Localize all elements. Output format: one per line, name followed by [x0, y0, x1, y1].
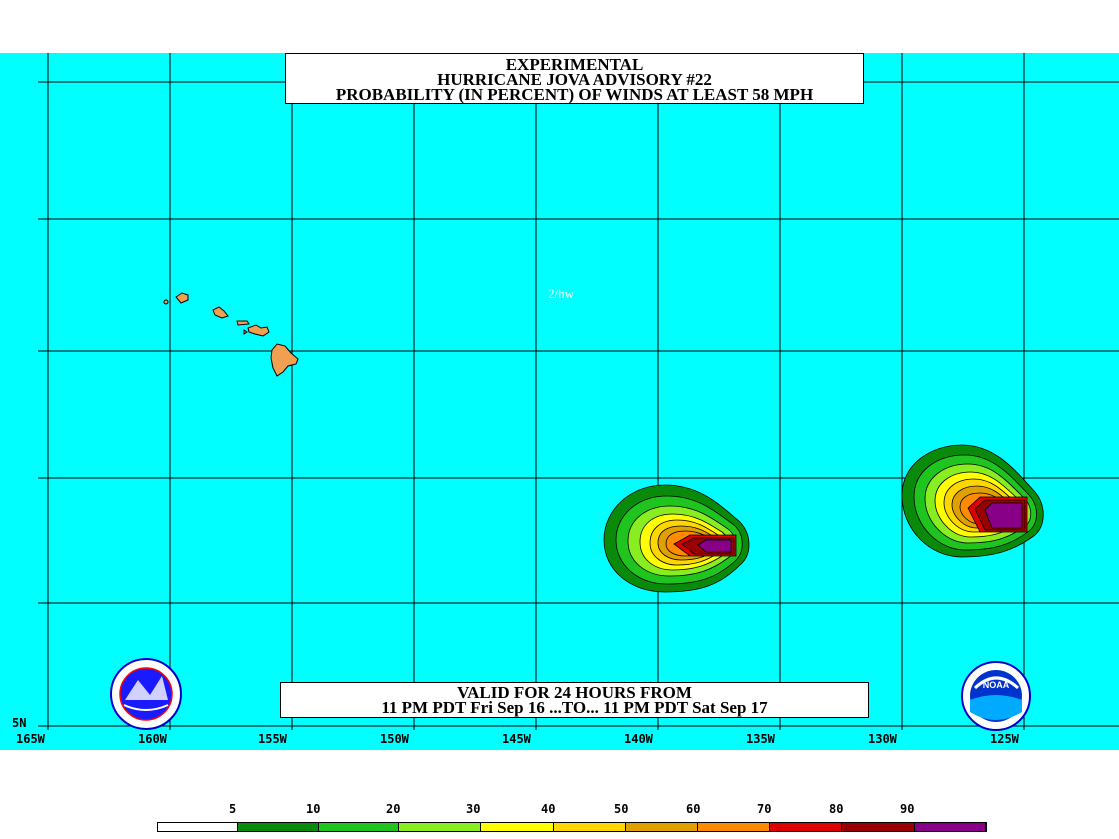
lon-label: 125W: [990, 732, 1019, 746]
lon-label: 140W: [624, 732, 653, 746]
legend-color-bar: [157, 822, 987, 832]
hawaiian-islands: [163, 292, 299, 377]
island-lanai: [243, 329, 248, 335]
lat-label-5n: 5N: [12, 716, 27, 730]
nws-logo: [110, 658, 182, 730]
lon-label: 155W: [258, 732, 287, 746]
legend-label: 5: [229, 802, 237, 816]
legend-label: 80: [829, 802, 844, 816]
probability-contours-west: [603, 484, 750, 593]
title-line-3: PROBABILITY (IN PERCENT) OF WINDS AT LEA…: [335, 85, 814, 104]
island-molokai: [236, 320, 250, 326]
noaa-logo-text: NOAA: [983, 680, 1010, 690]
legend-label: 20: [386, 802, 401, 816]
island-kauai: [175, 292, 189, 304]
title-line-2: HURRICANE JOVA ADVISORY #22: [437, 70, 712, 89]
legend-swatch: [770, 823, 842, 831]
legend-swatch: [842, 823, 915, 831]
lon-label: 160W: [138, 732, 167, 746]
legend-label: 50: [614, 802, 629, 816]
lon-label: 150W: [380, 732, 409, 746]
island-oahu: [212, 306, 229, 319]
legend-label: 30: [466, 802, 481, 816]
legend-swatch: [319, 823, 399, 831]
legend-swatch: [698, 823, 770, 831]
lon-label: 135W: [746, 732, 775, 746]
valid-line-2: 11 PM PDT Fri Sep 16 ...TO... 11 PM PDT …: [381, 698, 768, 717]
credit-text: 2/hw: [548, 286, 574, 301]
valid-period-box: VALID FOR 24 HOURS FROM 11 PM PDT Fri Se…: [280, 682, 869, 718]
island-hawaii: [270, 343, 299, 377]
legend-swatch: [399, 823, 481, 831]
legend-swatch: [626, 823, 698, 831]
legend-label: 10: [306, 802, 321, 816]
noaa-logo: NOAA: [961, 661, 1031, 731]
island-maui: [247, 324, 270, 337]
lon-label: 130W: [868, 732, 897, 746]
legend-label: 60: [686, 802, 701, 816]
lon-label: 145W: [502, 732, 531, 746]
legend-label: 90: [900, 802, 915, 816]
legend-label: 70: [757, 802, 772, 816]
legend-swatch: [238, 823, 319, 831]
lon-label: 165W: [16, 732, 45, 746]
legend-swatch: [481, 823, 554, 831]
island-niihau: [163, 299, 169, 305]
ocean-background: [0, 53, 1119, 750]
map-title: EXPERIMENTAL HURRICANE JOVA ADVISORY #22…: [285, 53, 864, 104]
legend-label: 40: [541, 802, 556, 816]
legend-swatch: [915, 823, 986, 831]
legend-swatch: [554, 823, 626, 831]
title-line-1: EXPERIMENTAL: [505, 55, 644, 74]
legend-swatch: [158, 823, 238, 831]
valid-line-1: VALID FOR 24 HOURS FROM: [457, 683, 692, 702]
probability-contours-east: [901, 444, 1044, 558]
